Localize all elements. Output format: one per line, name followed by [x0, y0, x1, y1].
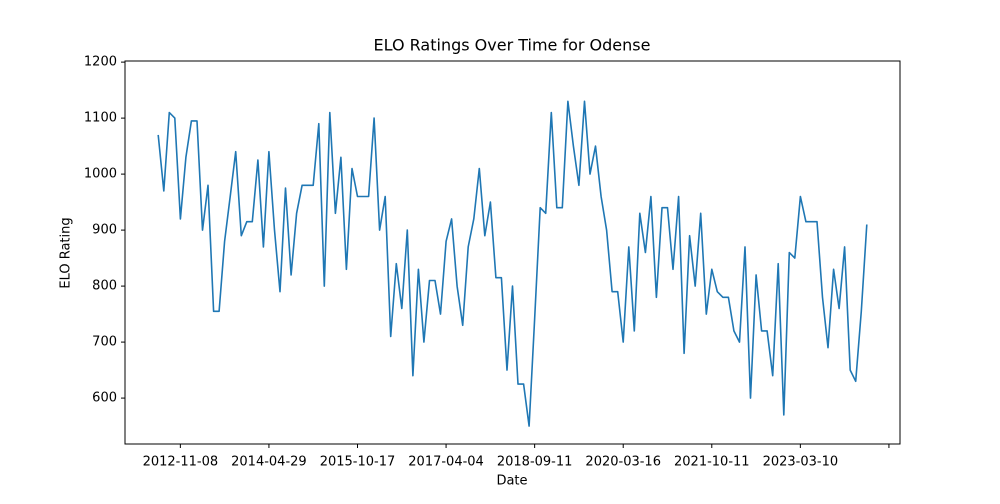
x-tick-label: 2023-03-10 — [763, 455, 839, 470]
x-tick-label: 2021-10-11 — [674, 455, 750, 470]
y-axis-label: ELO Rating — [59, 217, 74, 288]
y-tick-label: 900 — [92, 223, 117, 238]
x-tick-label: 2015-10-17 — [320, 455, 396, 470]
plot-frame — [124, 60, 901, 445]
y-tick-label: 800 — [92, 279, 117, 294]
x-tick-label: 2014-04-29 — [231, 455, 307, 470]
y-tick-label: 1100 — [84, 111, 117, 126]
chart-title: ELO Ratings Over Time for Odense — [374, 36, 651, 55]
x-axis-label: Date — [496, 474, 527, 489]
y-tick-label: 1000 — [84, 167, 117, 182]
x-tick-label: 2020-03-16 — [585, 455, 661, 470]
x-tick-label: 2017-04-04 — [408, 455, 484, 470]
y-tick-label: 1200 — [84, 55, 117, 70]
y-tick-label: 600 — [92, 391, 117, 406]
x-tick-label: 2018-09-11 — [497, 455, 573, 470]
series-line — [157, 100, 868, 427]
y-tick-label: 700 — [92, 335, 117, 350]
x-tick-label: 2012-11-08 — [143, 455, 219, 470]
